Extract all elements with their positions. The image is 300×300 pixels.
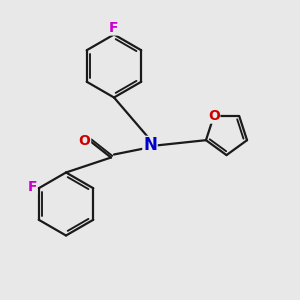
Text: O: O [79,134,91,148]
Text: F: F [27,180,37,194]
Text: N: N [143,136,157,154]
Text: F: F [109,21,119,35]
Text: O: O [208,109,220,123]
